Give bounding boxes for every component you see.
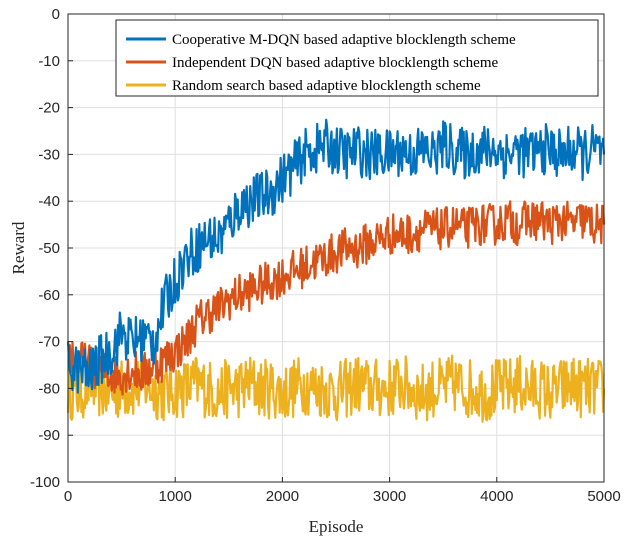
y-tick-label: -100 [30,474,60,491]
y-tick-label: -90 [38,427,60,444]
series-line-2 [66,353,606,423]
y-tick-label: -10 [38,53,60,70]
x-tick-label: 1000 [159,488,192,505]
y-tick-label: -80 [38,380,60,397]
x-axis-label: Episode [309,517,364,536]
y-tick-label: -40 [38,193,60,210]
x-tick-label: 5000 [587,488,620,505]
x-tick-label: 2000 [266,488,299,505]
y-tick-label: -30 [38,146,60,163]
legend: Cooperative M-DQN based adaptive blockle… [115,19,599,97]
y-tick-label: -70 [38,334,60,351]
legend-label-2: Random search based adaptive blocklength… [172,78,481,94]
y-axis-label: Reward [9,221,28,274]
y-tick-label: 0 [52,6,60,23]
y-tick-label: -60 [38,287,60,304]
legend-box [115,19,599,97]
y-tick-label: -20 [38,100,60,117]
x-tick-label: 0 [64,488,72,505]
series-layer [66,118,606,423]
y-tick-label: -50 [38,240,60,257]
legend-label-0: Cooperative M-DQN based adaptive blockle… [172,32,516,48]
ticks: 0 1000 2000 3000 4000 5000-100-90-80-70-60-50… [30,6,621,505]
x-tick-label: 3000 [373,488,406,505]
series-line-1 [66,200,606,396]
series-line-0 [66,118,606,394]
x-tick-label: 4000 [480,488,513,505]
legend-label-1: Independent DQN based adaptive blockleng… [172,55,498,71]
